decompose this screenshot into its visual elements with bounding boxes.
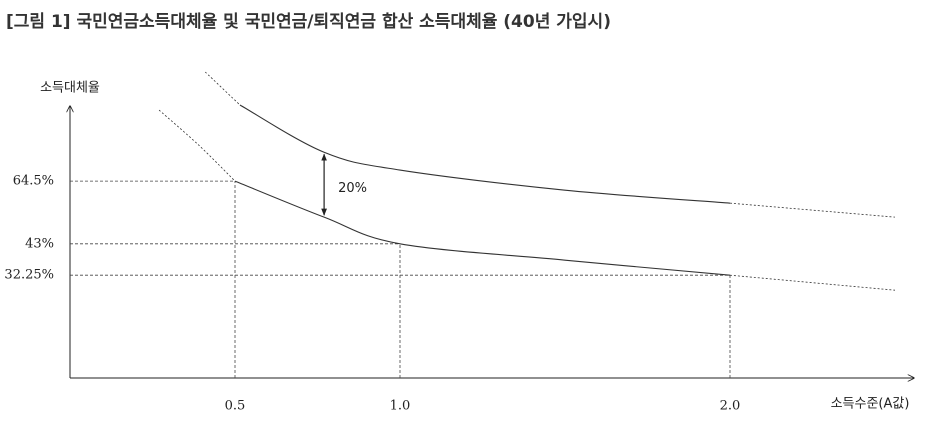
y-tick-label: 32.25% bbox=[4, 268, 54, 283]
x-tick-label: 2.0 bbox=[720, 399, 741, 414]
curve bbox=[729, 202, 896, 218]
curve bbox=[158, 109, 236, 182]
y-tick-label: 43% bbox=[25, 236, 54, 251]
y-tick-label: 64.5% bbox=[13, 174, 54, 189]
curve bbox=[729, 274, 896, 291]
curve bbox=[205, 71, 241, 106]
chart-title: [그림 1] 국민연금소득대체율 및 국민연금/퇴직연금 합산 소득대체율 (4… bbox=[6, 11, 611, 32]
curve bbox=[234, 180, 731, 276]
y-axis-label: 소득대체율 bbox=[40, 81, 100, 96]
x-tick-label: 0.5 bbox=[225, 399, 246, 414]
curve bbox=[239, 104, 731, 204]
x-tick-label: 1.0 bbox=[390, 399, 411, 414]
gap-label: 20% bbox=[338, 181, 367, 196]
x-axis-label: 소득수준(A값) bbox=[831, 397, 910, 412]
